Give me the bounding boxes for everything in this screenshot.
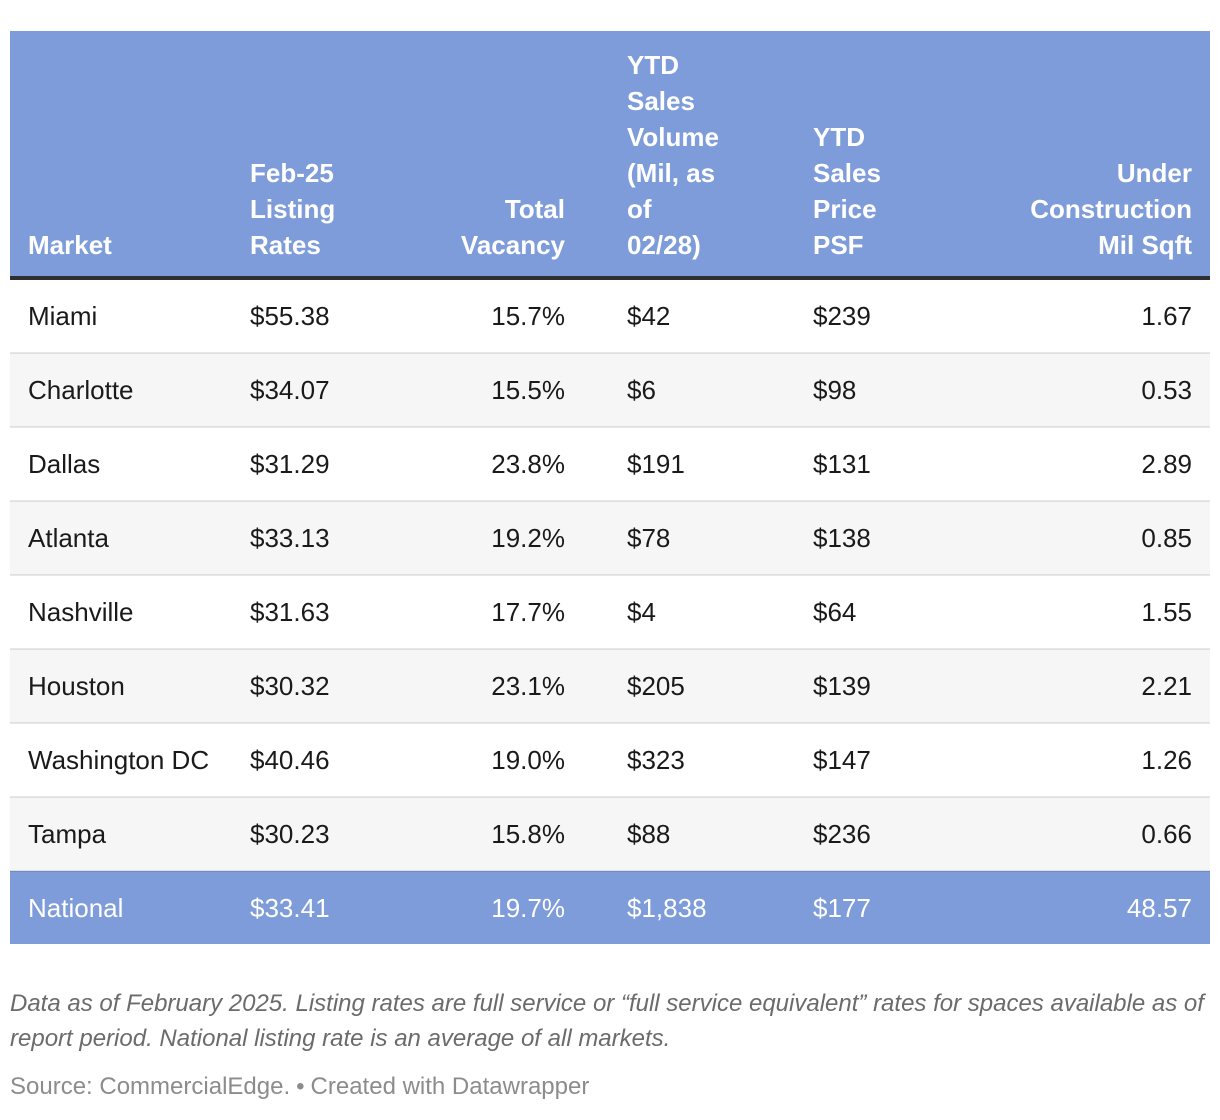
cell-sales-price: $98 [795,352,975,427]
table-row-miami: Miami $55.38 15.7% $42 $239 1.67 [10,278,1210,353]
cell-market: Nashville [10,574,232,649]
footnote-text: Data as of February 2025. Listing rates … [10,990,1204,1052]
cell-under-construction: 2.21 [975,648,1210,723]
cell-sales-volume: $88 [609,796,795,871]
datawrapper-credit-link[interactable]: Created with Datawrapper [310,1073,590,1100]
cell-listing-rate: $33.13 [232,500,422,575]
cell-sales-volume: $323 [609,722,795,797]
source-line: Source: CommercialEdge. • Created with Dat… [10,1072,1210,1102]
table-row-washington-dc: Washington DC $40.46 19.0% $323 $147 1.2… [10,722,1210,797]
table-row-charlotte: Charlotte $34.07 15.5% $6 $98 0.53 [10,352,1210,427]
table-body: Miami $55.38 15.7% $42 $239 1.67 Charlot… [10,278,1210,944]
col-header-listing-rates: Feb-25 Listing Rates [232,31,422,280]
table-row-atlanta: Atlanta $33.13 19.2% $78 $138 0.85 [10,500,1210,575]
cell-market: Miami [10,278,232,353]
cell-sales-price: $147 [795,722,975,797]
cell-sales-price: $138 [795,500,975,575]
market-stats-table: Market Feb-25 Listing Rates Total Vacanc… [10,31,1210,944]
cell-sales-volume: $4 [609,574,795,649]
cell-under-construction: 0.85 [975,500,1210,575]
cell-listing-rate: $30.32 [232,648,422,723]
cell-market: National [10,870,232,944]
cell-sales-volume: $205 [609,648,795,723]
cell-sales-volume: $191 [609,426,795,501]
cell-sales-volume: $42 [609,278,795,353]
col-header-under-construction: Under Construction Mil Sqft [975,31,1210,280]
cell-vacancy: 19.2% [422,500,609,575]
table-row-nashville: Nashville $31.63 17.7% $4 $64 1.55 [10,574,1210,649]
cell-sales-price: $139 [795,648,975,723]
cell-sales-price: $239 [795,278,975,353]
cell-sales-price: $64 [795,574,975,649]
cell-vacancy: 23.1% [422,648,609,723]
col-header-ytd-sales-price: YTD Sales Price PSF [795,31,975,280]
separator-dot: • [296,1073,305,1100]
cell-market: Atlanta [10,500,232,575]
col-header-market: Market [10,31,232,280]
cell-under-construction: 0.66 [975,796,1210,871]
cell-sales-price: $177 [795,870,975,944]
cell-vacancy: 17.7% [422,574,609,649]
cell-under-construction: 2.89 [975,426,1210,501]
cell-listing-rate: $30.23 [232,796,422,871]
cell-sales-volume: $78 [609,500,795,575]
cell-market: Tampa [10,796,232,871]
cell-listing-rate: $55.38 [232,278,422,353]
cell-listing-rate: $34.07 [232,352,422,427]
source-text: Source: CommercialEdge. [10,1073,291,1100]
cell-under-construction: 0.53 [975,352,1210,427]
cell-listing-rate: $33.41 [232,870,422,944]
cell-vacancy: 15.8% [422,796,609,871]
cell-sales-volume: $1,838 [609,870,795,944]
header-row: Market Feb-25 Listing Rates Total Vacanc… [10,31,1210,280]
col-header-total-vacancy: Total Vacancy [422,31,609,280]
cell-market: Dallas [10,426,232,501]
col-header-ytd-sales-volume: YTD Sales Volume (Mil, as of 02/28) [609,31,795,280]
cell-vacancy: 23.8% [422,426,609,501]
cell-listing-rate: $31.63 [232,574,422,649]
cell-vacancy: 15.7% [422,278,609,353]
cell-under-construction: 1.26 [975,722,1210,797]
cell-vacancy: 15.5% [422,352,609,427]
table-row-tampa: Tampa $30.23 15.8% $88 $236 0.66 [10,796,1210,871]
cell-listing-rate: $40.46 [232,722,422,797]
cell-market: Houston [10,648,232,723]
cell-sales-volume: $6 [609,352,795,427]
table-row-national-summary: National $33.41 19.7% $1,838 $177 48.57 [10,870,1210,944]
cell-under-construction: 1.67 [975,278,1210,353]
table-header: Market Feb-25 Listing Rates Total Vacanc… [10,31,1210,280]
table-row-houston: Houston $30.32 23.1% $205 $139 2.21 [10,648,1210,723]
cell-market: Charlotte [10,352,232,427]
cell-vacancy: 19.7% [422,870,609,944]
cell-market: Washington DC [10,722,232,797]
cell-vacancy: 19.0% [422,722,609,797]
cell-sales-price: $236 [795,796,975,871]
cell-under-construction: 1.55 [975,574,1210,649]
cell-listing-rate: $31.29 [232,426,422,501]
table-row-dallas: Dallas $31.29 23.8% $191 $131 2.89 [10,426,1210,501]
cell-sales-price: $131 [795,426,975,501]
cell-under-construction: 48.57 [975,870,1210,944]
